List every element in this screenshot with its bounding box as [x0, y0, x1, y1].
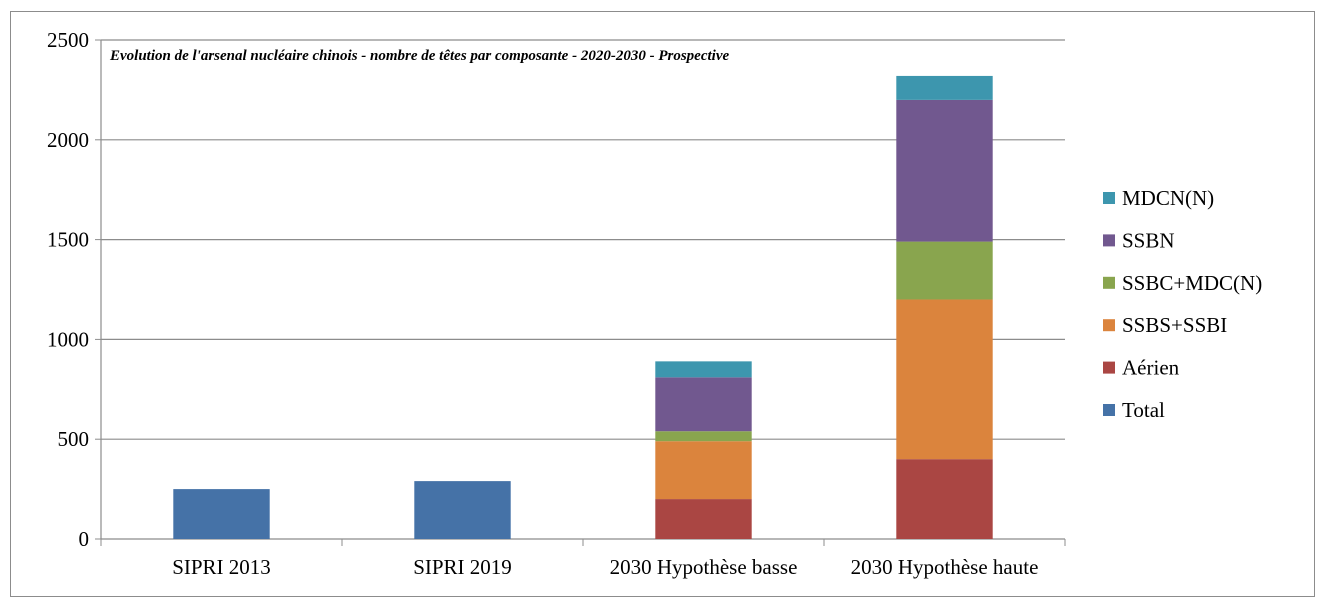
bar-segment	[655, 431, 752, 442]
chart-frame: 0 500 1000 1500 2000 2500 SIPRI 2013 SIPRI 2019…	[10, 11, 1315, 597]
legend: MDCN(N) SSBN SSBC+MDC(N) SSBS+SSBI Aérien Tot…	[1103, 186, 1262, 422]
bar-segment	[896, 99, 993, 242]
legend-swatch	[1103, 319, 1115, 332]
bar-segment	[896, 241, 993, 300]
legend-item: MDCN(N)	[1103, 186, 1214, 210]
legend-swatch	[1103, 404, 1115, 416]
chart-title: Evolution de l'arsenal nucléaire chinois…	[109, 48, 729, 64]
legend-label: SSBN	[1122, 228, 1175, 252]
legend-item: SSBS+SSBI	[1103, 313, 1227, 337]
bar-segment	[896, 459, 993, 539]
bar-segment	[655, 361, 752, 378]
bar-segment	[655, 377, 752, 432]
chart-svg: 0 500 1000 1500 2000 2500 SIPRI 2013 SIPRI 2019…	[47, 28, 1262, 579]
legend-label: Total	[1122, 398, 1165, 422]
legend-item: SSBN	[1103, 228, 1175, 252]
bar-segment	[655, 441, 752, 500]
legend-label: Aérien	[1122, 356, 1180, 380]
bar-segment	[655, 499, 752, 539]
legend-item: Total	[1103, 398, 1165, 422]
legend-label: MDCN(N)	[1122, 186, 1214, 210]
bar-segment	[414, 481, 511, 539]
x-tick-label: 2030 Hypothèse haute	[851, 555, 1039, 579]
tick-labels: 0 500 1000 1500 2000 2500 SIPRI 2013 SIPRI 2019…	[47, 28, 1038, 579]
bar-segment	[896, 75, 993, 100]
legend-swatch	[1103, 234, 1115, 247]
y-tick-label: 500	[58, 427, 90, 451]
bars	[173, 75, 993, 539]
legend-swatch	[1103, 276, 1115, 289]
legend-label: SSBC+MDC(N)	[1122, 271, 1262, 295]
bar-segment	[173, 489, 270, 539]
x-tick-label: SIPRI 2019	[413, 555, 512, 579]
legend-label: SSBS+SSBI	[1122, 313, 1227, 337]
x-tick-label: 2030 Hypothèse basse	[610, 555, 798, 579]
y-tick-label: 1500	[47, 228, 89, 252]
legend-swatch	[1103, 192, 1115, 204]
x-tick-label: SIPRI 2013	[172, 555, 271, 579]
legend-item: Aérien	[1103, 356, 1180, 380]
y-tick-label: 2500	[47, 28, 89, 52]
y-tick-label: 0	[79, 527, 90, 551]
y-tick-label: 2000	[47, 128, 89, 152]
y-tick-label: 1000	[47, 327, 89, 351]
legend-swatch	[1103, 361, 1115, 374]
legend-item: SSBC+MDC(N)	[1103, 271, 1262, 295]
bar-segment	[896, 299, 993, 460]
